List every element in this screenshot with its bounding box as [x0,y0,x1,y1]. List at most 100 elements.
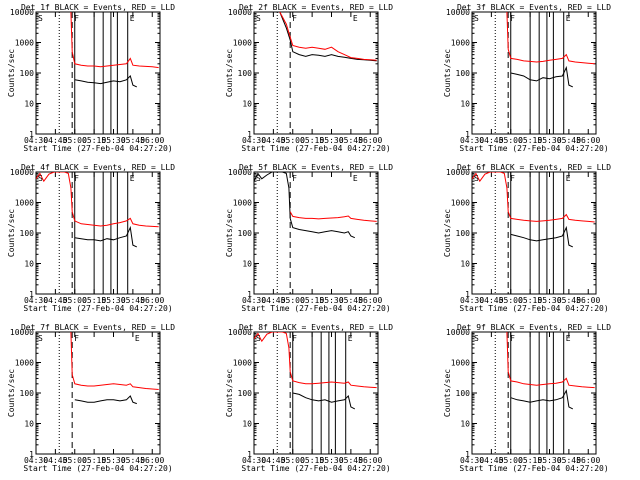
x-tick-label: 05:15 [518,136,542,145]
x-tick-label: 05:00 [63,296,87,305]
marker-letter: F [74,14,79,23]
x-tick-label: 06:00 [140,136,164,145]
x-tick-label: 05:45 [121,136,145,145]
y-axis-label: Counts/sec [443,209,452,257]
y-tick-label: 10 [460,260,470,269]
y-tick-label: 10000 [228,328,252,337]
series-lld [70,332,159,390]
x-tick-label: 05:15 [82,136,106,145]
detector-panel-5: Det 5f BLACK = Events, RED = LLD 1 10 100 10… [225,163,393,313]
x-tick-label: 06:00 [576,456,600,465]
series-events [510,389,574,410]
marker-letter: E [566,14,571,23]
y-tick-label: 1 [465,450,470,459]
panel-title: Det 9f BLACK = Events, RED = LLD [457,323,611,332]
plot-area [254,332,377,454]
x-tick-label: 04:30 [460,296,484,305]
y-tick-label: 100 [456,69,471,78]
y-axis-label: Counts/sec [7,49,16,97]
plot-frame [471,171,597,295]
x-tick-label: 05:30 [537,456,561,465]
plot-frame [35,171,161,295]
x-tick-label: 05:30 [319,136,343,145]
x-tick-label: 05:00 [499,456,523,465]
y-tick-label: 100 [238,229,253,238]
marker-letter: F [510,334,515,343]
y-tick-label: 100 [456,229,471,238]
x-tick-label: 05:45 [557,296,581,305]
y-tick-label: 100 [20,229,35,238]
plot-frame [471,331,597,455]
x-tick-label: 04:30 [242,296,266,305]
y-tick-label: 10000 [446,168,470,177]
detector-panel-4: Det 4f BLACK = Events, RED = LLD 1 10 100 10… [7,163,175,313]
y-tick-label: 10 [242,100,252,109]
x-tick-label: 05:15 [82,296,106,305]
x-tick-label: 04:30 [242,136,266,145]
x-tick-label: 04:30 [24,136,48,145]
marker-letter: S [256,334,261,343]
x-tick-label: 04:30 [24,456,48,465]
x-axis-label: Start Time (27-Feb-04 04:27:20) [23,464,172,473]
x-tick-label: 04:30 [24,296,48,305]
marker-letter: S [38,334,43,343]
marker-letter: F [292,14,297,23]
series-lld [289,211,377,222]
plot-area [276,12,377,134]
y-axis-label: Counts/sec [225,49,234,97]
marker-letter: S [38,14,43,23]
x-tick-label: 04:45 [261,136,285,145]
y-tick-label: 10 [242,420,252,429]
y-tick-label: 10 [460,420,470,429]
x-axis-label: Start Time (27-Feb-04 04:27:20) [241,464,390,473]
series-events [74,225,138,248]
series-lld [506,12,595,65]
x-tick-label: 04:45 [43,136,67,145]
y-tick-label: 1000 [451,39,470,48]
marker-letter: E [566,334,571,343]
x-axis-label: Start Time (27-Feb-04 04:27:20) [23,304,172,313]
marker-letter: S [256,174,261,183]
plot-area [472,172,595,294]
y-tick-label: 1 [29,130,34,139]
marker-letter: S [474,174,479,183]
marker-letter: S [38,174,43,183]
plot-area [494,332,595,454]
x-tick-label: 05:45 [339,456,363,465]
x-tick-label: 05:45 [121,296,145,305]
x-tick-label: 05:45 [339,296,363,305]
y-tick-label: 100 [238,389,253,398]
marker-letter: F [510,174,515,183]
x-axis-label: Start Time (27-Feb-04 04:27:20) [459,304,608,313]
x-tick-label: 05:00 [499,296,523,305]
series-events [254,172,355,239]
marker-letter: E [353,174,358,183]
series-lld [279,12,377,61]
marker-letter: S [256,14,261,23]
marker-letter: E [353,14,358,23]
y-axis-label: Counts/sec [225,209,234,257]
panel-title: Det 5f BLACK = Events, RED = LLD [239,163,393,172]
detector-panel-1: Det 1f BLACK = Events, RED = LLD 1 10 100 10… [7,3,175,153]
y-tick-label: 1000 [233,359,252,368]
x-tick-label: 04:45 [479,296,503,305]
panel-title: Det 4f BLACK = Events, RED = LLD [21,163,175,172]
x-tick-label: 04:45 [43,296,67,305]
x-tick-label: 04:45 [261,296,285,305]
y-tick-label: 1000 [451,199,470,208]
x-axis-label: Start Time (27-Feb-04 04:27:20) [241,304,390,313]
x-tick-label: 04:30 [242,456,266,465]
plot-frame [253,171,379,295]
marker-letter: S [474,14,479,23]
x-tick-label: 05:45 [557,456,581,465]
x-tick-label: 05:45 [557,136,581,145]
y-tick-label: 1000 [15,359,34,368]
series-lld [254,332,377,389]
y-tick-label: 10000 [10,168,34,177]
y-tick-label: 1 [247,450,252,459]
plot-frame [35,331,161,455]
x-tick-label: 05:30 [537,136,561,145]
x-tick-label: 05:30 [319,296,343,305]
x-tick-label: 05:00 [499,136,523,145]
series-events [292,392,356,410]
